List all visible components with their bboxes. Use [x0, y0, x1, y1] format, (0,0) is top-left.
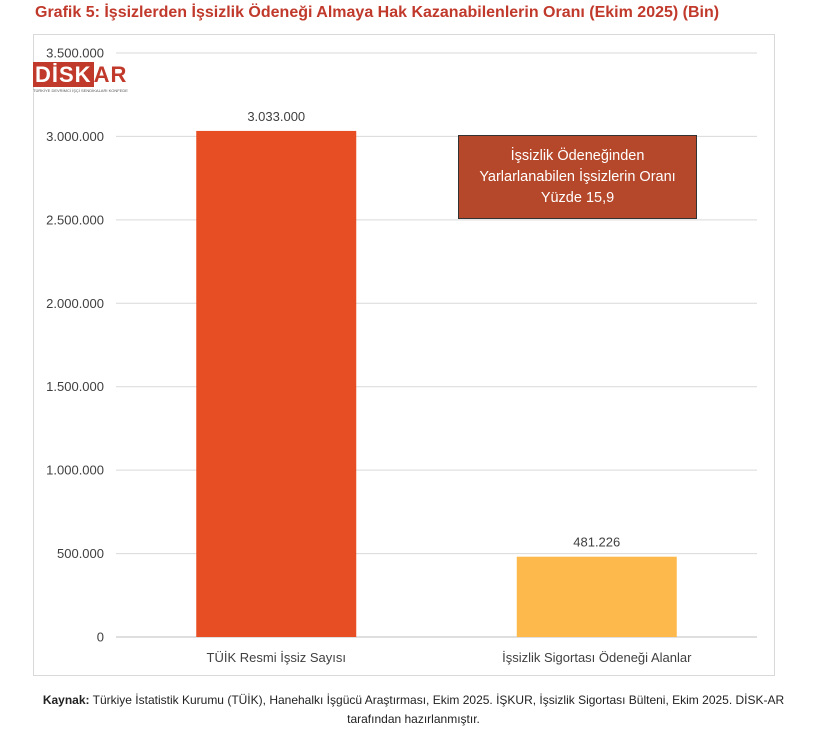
bar	[516, 556, 677, 637]
y-tick-label: 500.000	[57, 546, 104, 561]
logo-subtitle: TÜRKİYE DEVRİMCİ İŞÇİ SENDİKALARI KONFED…	[33, 88, 128, 93]
rate-callout-box: İşsizlik Ödeneğinden Yarlarlanabilen İşs…	[458, 135, 697, 219]
y-tick-label: 2.500.000	[46, 212, 104, 227]
x-tick-label: TÜİK Resmi İşsiz Sayısı	[207, 650, 346, 665]
y-tick-label: 3.000.000	[46, 129, 104, 144]
y-tick-label: 3.500.000	[46, 46, 104, 61]
logo-text: DİSKAR	[33, 62, 128, 87]
y-tick-label: 0	[97, 630, 104, 645]
disk-ar-logo: DİSKAR TÜRKİYE DEVRİMCİ İŞÇİ SENDİKALARI…	[33, 62, 128, 96]
callout-line-2: Yarlarlanabilen İşsizlerin Oranı	[479, 168, 676, 185]
data-label: 3.033.000	[247, 109, 305, 124]
source-label: Kaynak:	[42, 693, 90, 707]
logo-suffix: AR	[93, 62, 128, 87]
source-text-2: tarafından hazırlanmıştır.	[347, 712, 480, 726]
data-label: 481.226	[573, 535, 620, 550]
callout-line-1: İşsizlik Ödeneğinden	[510, 147, 645, 164]
y-tick-label: 2.000.000	[46, 296, 104, 311]
bar	[196, 130, 357, 637]
y-tick-label: 1.500.000	[46, 379, 104, 394]
y-tick-label: 1.000.000	[46, 463, 104, 478]
logo-prefix: DİSK	[33, 62, 94, 87]
chart-title: Grafik 5: İşsizlerden İşsizlik Ödeneği A…	[35, 4, 720, 21]
callout-line-3: Yüzde 15,9	[540, 189, 615, 206]
x-tick-label: İşsizlik Sigortası Ödeneği Alanlar	[502, 650, 692, 665]
chart-frame	[33, 34, 775, 676]
source-text-1: Türkiye İstatistik Kurumu (TÜİK), Haneha…	[89, 693, 785, 707]
source-note: Kaynak: Türkiye İstatistik Kurumu (TÜİK)…	[0, 691, 827, 729]
